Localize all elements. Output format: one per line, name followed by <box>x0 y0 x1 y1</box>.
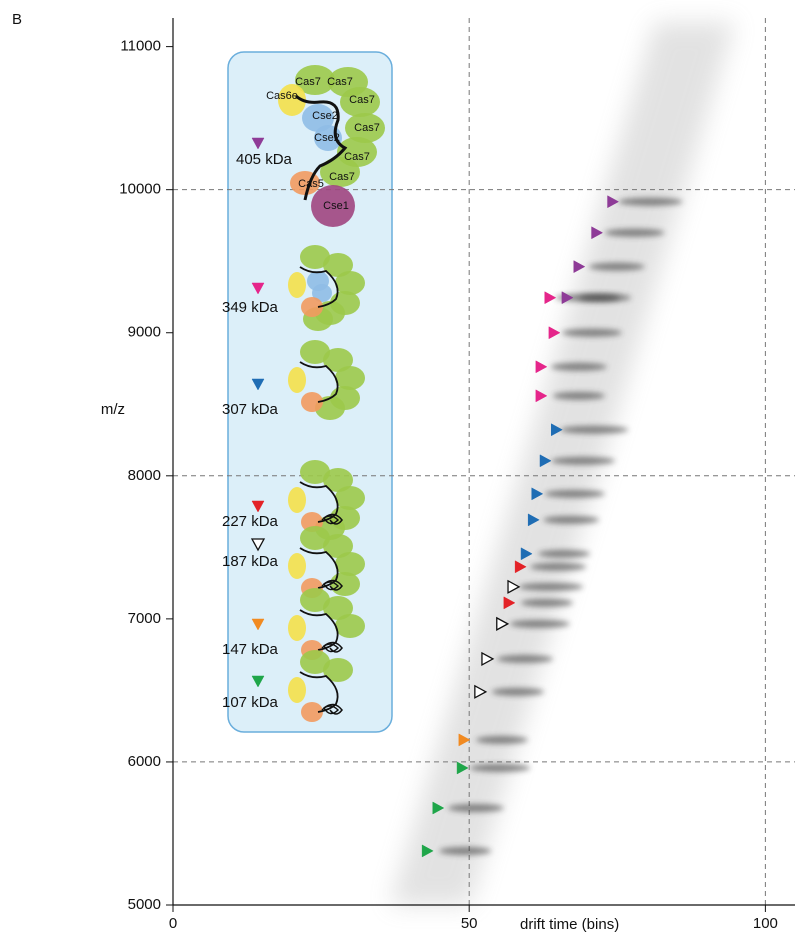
chart: B m/z drift time (bins) 5000 6000 7000 8000… <box>0 0 799 939</box>
subunit-label: Cas7 <box>349 94 375 106</box>
legend-label: 349 kDa <box>222 299 279 316</box>
ion-band <box>492 688 544 696</box>
y-tick-label: 10000 <box>119 181 161 198</box>
y-tick-label: 6000 <box>128 753 161 770</box>
subunit-label: Cse2 <box>314 132 340 144</box>
ion-band <box>448 804 504 812</box>
y-tick-label: 9000 <box>128 324 161 341</box>
subunit-label: Cas7 <box>329 171 355 183</box>
subunit <box>335 552 365 576</box>
subunit <box>288 553 306 579</box>
ion-band <box>510 620 570 628</box>
legend-label: 227 kDa <box>222 513 279 530</box>
legend-label: 107 kDa <box>222 694 279 711</box>
ion-band <box>553 392 605 400</box>
x-tick-label: 100 <box>753 915 778 932</box>
data-marker <box>545 292 556 304</box>
x-tick-label: 0 <box>169 915 177 932</box>
ion-band <box>439 847 491 855</box>
subunit <box>288 367 306 393</box>
ion-band <box>470 764 530 772</box>
subunit-label: Cas7 <box>354 122 380 134</box>
legend-label: 307 kDa <box>222 401 279 418</box>
ion-band <box>476 736 528 744</box>
ion-band <box>545 490 605 498</box>
ion-band <box>560 426 628 434</box>
y-tick-label: 5000 <box>128 896 161 913</box>
subunit <box>335 486 365 510</box>
ion-band <box>562 329 622 337</box>
subunit <box>288 487 306 513</box>
data-marker <box>536 361 547 373</box>
subunit-label: Cas7 <box>295 76 321 88</box>
y-tick-label: 8000 <box>128 467 161 484</box>
subunit-label: Cas7 <box>327 76 353 88</box>
ion-band <box>551 363 607 371</box>
ion-band <box>538 550 590 558</box>
subunit-label: Cse1 <box>323 200 349 212</box>
subunit <box>288 677 306 703</box>
subunit-label: Cas7 <box>344 151 370 163</box>
subunit <box>335 271 365 295</box>
legend-label: 147 kDa <box>222 641 279 658</box>
ion-band <box>605 229 665 237</box>
ion-band <box>497 655 553 663</box>
ion-band <box>530 563 586 571</box>
subunit <box>288 615 306 641</box>
subunit <box>288 272 306 298</box>
y-axis-title: m/z <box>101 401 125 418</box>
ion-band <box>519 583 583 591</box>
panel-label: B <box>12 11 22 28</box>
y-tick-label: 11000 <box>120 38 161 55</box>
x-axis-title: drift time (bins) <box>520 916 619 933</box>
subunit <box>335 614 365 638</box>
subunit-label: Cse2 <box>312 110 338 122</box>
ion-band <box>543 516 599 524</box>
subunit-label: Cas5 <box>298 178 324 190</box>
subunit-label: Cas6e <box>266 90 298 102</box>
y-tick-label: 7000 <box>128 610 161 627</box>
data-marker <box>549 327 560 339</box>
x-tick-label: 50 <box>461 915 478 932</box>
ion-band <box>521 599 573 607</box>
ion-band <box>619 198 683 206</box>
legend-label: 187 kDa <box>222 553 279 570</box>
subunit <box>335 366 365 390</box>
ion-band <box>589 263 645 271</box>
ion-band <box>551 457 615 465</box>
legend-label: 405 kDa <box>236 151 293 168</box>
